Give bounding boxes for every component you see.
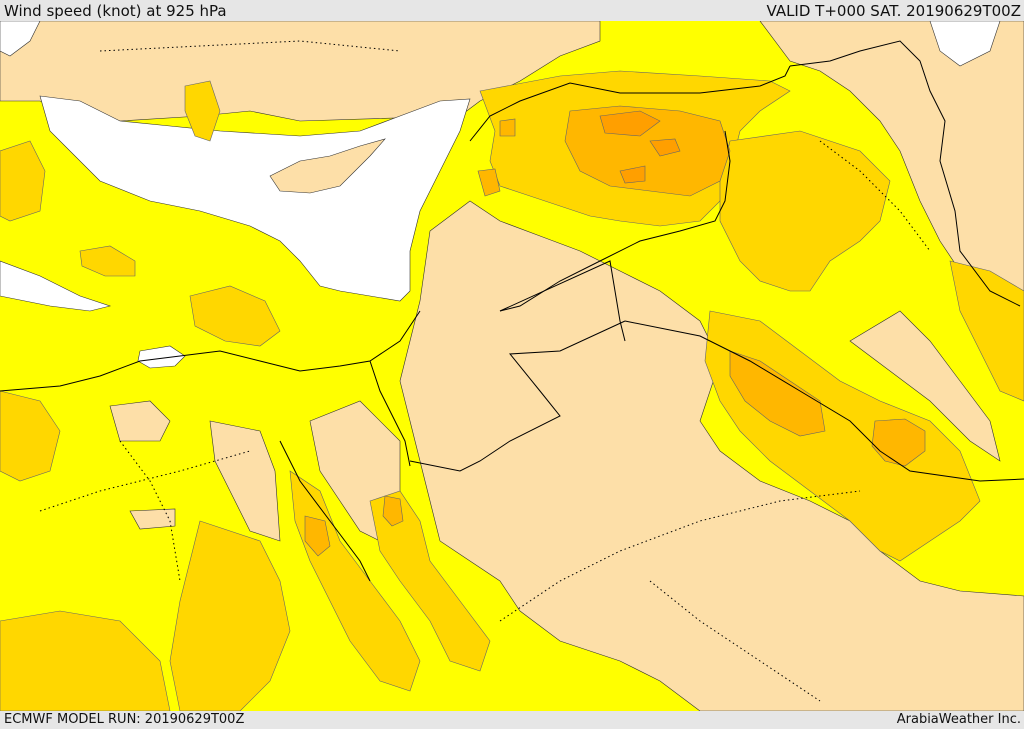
border-turkey-syria bbox=[469, 65, 791, 142]
wind-speed-map bbox=[0, 21, 1024, 711]
boundary-egypt-2 bbox=[39, 450, 251, 512]
calm-area-egypt-west-small bbox=[129, 508, 176, 530]
nile-delta-lake bbox=[137, 345, 186, 369]
model-run-label: ECMWF MODEL RUN: 20190629T00Z bbox=[4, 712, 245, 727]
header-bar: Wind speed (knot) at 925 hPa VALID T+000… bbox=[0, 0, 1024, 22]
wind-zone-aqaba bbox=[382, 495, 404, 527]
wind-zone-gulf-north bbox=[949, 260, 1024, 402]
calm-area-egypt-west bbox=[109, 400, 171, 442]
wind-level-4-areas bbox=[599, 110, 681, 184]
wind-zone-egypt-south bbox=[169, 520, 291, 711]
wind-zone-syria-northwest bbox=[499, 118, 516, 137]
boundary-iran bbox=[819, 140, 931, 252]
border-saudi-iraq bbox=[624, 320, 1024, 482]
boundary-egypt-1 bbox=[119, 440, 181, 582]
wind-zone-iraq-northeast bbox=[719, 130, 891, 292]
wind-zone-sinai-south bbox=[304, 515, 331, 557]
country-borders bbox=[0, 40, 1024, 582]
border-syria-iraq bbox=[499, 130, 731, 312]
map-title: Wind speed (knot) at 925 hPa bbox=[4, 2, 227, 20]
sea-east-corner bbox=[929, 21, 1001, 67]
wind-zone-sea-north bbox=[184, 80, 221, 142]
cyprus-island bbox=[269, 138, 386, 194]
wind-zone-iraq-core bbox=[729, 350, 826, 437]
wind-zone-syria-peak-3 bbox=[619, 165, 646, 184]
border-jordan-saudi bbox=[409, 320, 626, 472]
sea-west-inlet bbox=[0, 260, 112, 312]
boundary-turkey bbox=[99, 40, 401, 52]
valid-time-label: VALID T+000 SAT. 20190629T00Z bbox=[766, 2, 1021, 20]
sea-northwest bbox=[0, 21, 41, 57]
boundary-saudi-1 bbox=[499, 490, 861, 622]
footer-bar: ECMWF MODEL RUN: 20190629T00Z ArabiaWeat… bbox=[0, 711, 1024, 729]
wind-zone-syria-west bbox=[477, 168, 501, 197]
wind-zone-aegean bbox=[0, 140, 46, 222]
calm-area-iraq-east bbox=[849, 310, 1001, 462]
border-jordan-iraq bbox=[499, 260, 626, 342]
border-egypt-sudan bbox=[279, 440, 371, 582]
wind-zone-nile bbox=[369, 490, 491, 672]
border-iran-iraq bbox=[789, 40, 1021, 307]
border-egypt-israel bbox=[369, 360, 411, 467]
calm-area-levant-arabia bbox=[399, 200, 1024, 711]
calm-area-egypt-south bbox=[209, 420, 281, 542]
wind-zone-syria-peak-2 bbox=[649, 138, 681, 157]
credit-label: ArabiaWeather Inc. bbox=[896, 712, 1021, 727]
internal-boundaries bbox=[39, 40, 931, 702]
wind-zone-libya bbox=[0, 610, 171, 711]
boundary-saudi-2 bbox=[649, 580, 821, 702]
wind-zone-sea-west bbox=[79, 245, 136, 277]
border-egypt-coast bbox=[0, 310, 421, 392]
wind-zone-syria-peak-1 bbox=[599, 110, 661, 137]
map-canvas bbox=[0, 21, 1024, 711]
wind-zone-sea-center bbox=[189, 285, 281, 347]
wind-zone-egypt-west bbox=[0, 390, 61, 482]
